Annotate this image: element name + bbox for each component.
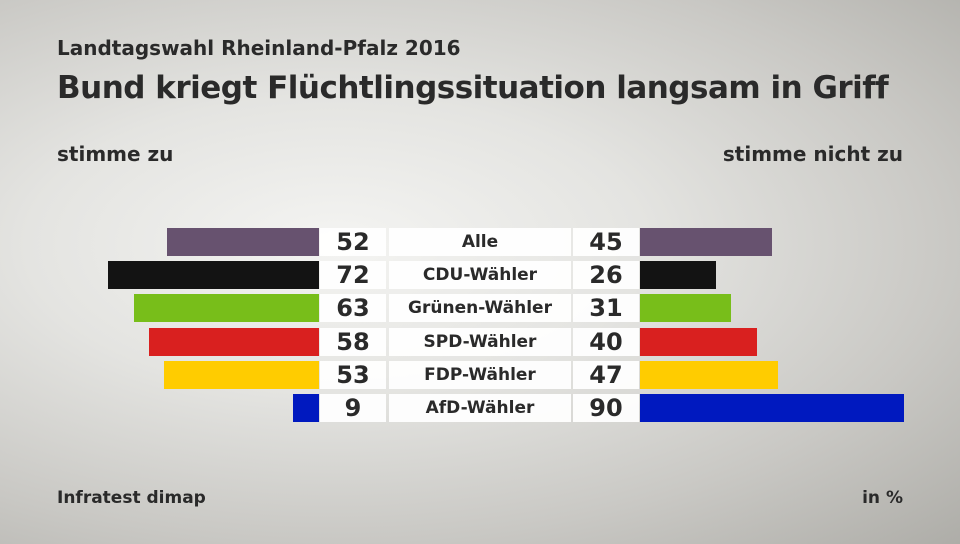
value-disagree: 26 [573,261,639,290]
category-label: FDP-Wähler [389,360,571,389]
value-agree: 72 [320,261,386,290]
value-agree: 63 [320,294,386,323]
bar-disagree [640,228,772,256]
value-agree: 52 [320,228,386,256]
bar-disagree [640,394,904,422]
value-disagree: 47 [573,360,639,389]
chart-title: Bund kriegt Flüchtlingssituation langsam… [57,70,889,106]
value-agree: 9 [320,394,386,422]
bar-agree [166,228,319,256]
right-header: stimme nicht zu [722,142,903,166]
bar-agree [163,360,319,389]
category-label: Alle [389,228,571,256]
value-agree: 58 [320,327,386,356]
category-label: AfD-Wähler [389,394,571,422]
bar-disagree [640,360,778,389]
value-disagree: 40 [573,327,639,356]
bar-agree [108,261,319,290]
bar-agree [292,394,319,422]
bar-disagree [640,261,717,290]
source-label: Infratest dimap [57,488,206,508]
bar-agree [134,294,319,323]
bar-disagree [640,294,731,323]
value-disagree: 31 [573,294,639,323]
value-disagree: 45 [573,228,639,256]
value-agree: 53 [320,360,386,389]
bar-disagree [640,327,758,356]
bar-agree [149,327,319,356]
left-header: stimme zu [57,142,174,166]
category-label: CDU-Wähler [389,261,571,290]
unit-label: in % [862,488,903,508]
value-disagree: 90 [573,394,639,422]
chart-subtitle: Landtagswahl Rheinland-Pfalz 2016 [57,36,461,60]
category-label: Grünen-Wähler [389,294,571,323]
category-label: SPD-Wähler [389,327,571,356]
